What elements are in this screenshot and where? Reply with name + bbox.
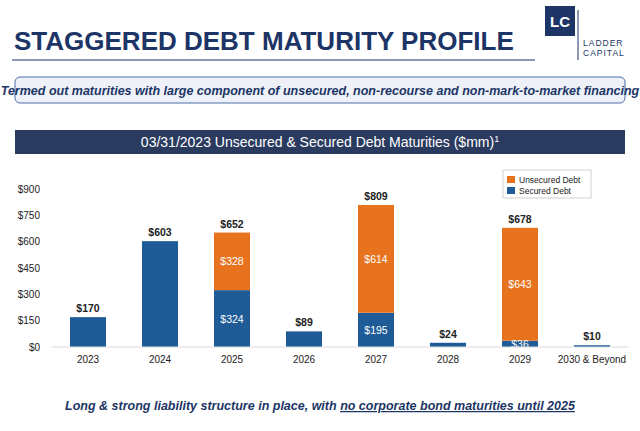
y-tick-label: $150 [18,315,41,326]
total-label: $10 [583,330,601,342]
title-rule [12,59,535,60]
y-tick [49,268,52,269]
slide-title: STAGGERED DEBT MATURITY PROFILE [14,26,514,56]
x-tick-label: 2029 [509,354,532,365]
bar-segment [142,241,178,347]
bar-segment [358,205,394,313]
total-label: $89 [295,316,313,328]
segment-label: $324 [220,313,244,325]
y-tick-label: $750 [18,210,41,221]
logo-rule [578,10,579,60]
legend-swatch [507,176,515,183]
data-labels: $170 $603 $324 $328 $652 $89 $195 $614 $809 $24 $3… [76,190,601,350]
bar-segment [142,241,178,242]
logo-box [545,6,575,36]
footer-part: no corporate bond maturities until 2025 [340,399,576,413]
y-tick-label: $450 [18,263,41,274]
bar-segment [214,290,250,347]
bar-segment [430,343,466,347]
segment-label: $643 [508,278,532,290]
total-label: $170 [76,302,100,314]
legend-label: Unsecured Debt [519,175,581,185]
bar-segment [502,228,538,341]
bar-segment [214,233,250,291]
x-tick-label: 2025 [221,354,244,365]
segment-label: $36 [511,338,529,350]
chart-header [15,130,625,154]
y-tick-label: $600 [18,236,41,247]
segment-label: $328 [220,255,244,267]
x-tick-label: 2024 [149,354,172,365]
bar-segment [286,331,322,332]
chart-title-text: 03/31/2023 Unsecured & Secured Debt Matu… [141,134,494,150]
bar-segment [574,345,610,346]
total-label: $24 [439,328,457,340]
legend-box [503,170,591,198]
footer-part: Long & strong liability structure in pla… [65,399,340,413]
total-label: $652 [220,218,244,230]
y-tick [49,215,52,216]
legend-label: Secured Debt [519,186,572,196]
banner-text: Termed out maturities with large compone… [1,84,640,98]
bar-segment [70,317,106,318]
y-tick-label: $0 [29,342,41,353]
x-tick-label: 2026 [293,354,316,365]
bar-segment [430,342,466,343]
footer: Long & strong liability structure in pla… [65,399,576,413]
y-tick-label: $300 [18,289,41,300]
y-tick [49,189,52,190]
y-tick [49,320,52,321]
x-tick-label: 2028 [437,354,460,365]
total-label: $809 [364,190,388,202]
y-tick-label: $900 [18,184,41,195]
y-tick [49,347,52,348]
bar-segment [358,313,394,347]
total-label: $603 [148,226,172,238]
bars [70,205,610,347]
x-tick-label: 2030 & Beyond [558,354,626,365]
legend-swatch [507,187,515,194]
x-axis-line [52,347,628,348]
x-tick-label: 2027 [365,354,388,365]
segment-label: $195 [364,324,388,336]
logo-mark: LC [550,13,570,30]
y-tick [49,241,52,242]
chart-title-note: 1 [494,134,499,144]
segment-label: $614 [364,253,388,265]
x-tick-label: 2023 [77,354,100,365]
logo-text: CAPITAL [583,48,625,58]
bar-segment [70,317,106,347]
chart-title: 03/31/2023 Unsecured & Secured Debt Matu… [141,134,499,150]
y-tick [49,294,52,295]
logo-text: LADDER [583,38,623,48]
bar-segment [286,331,322,347]
total-label: $678 [508,213,532,225]
slide: STAGGERED DEBT MATURITY PROFILE LC LADDERC… [0,0,640,431]
